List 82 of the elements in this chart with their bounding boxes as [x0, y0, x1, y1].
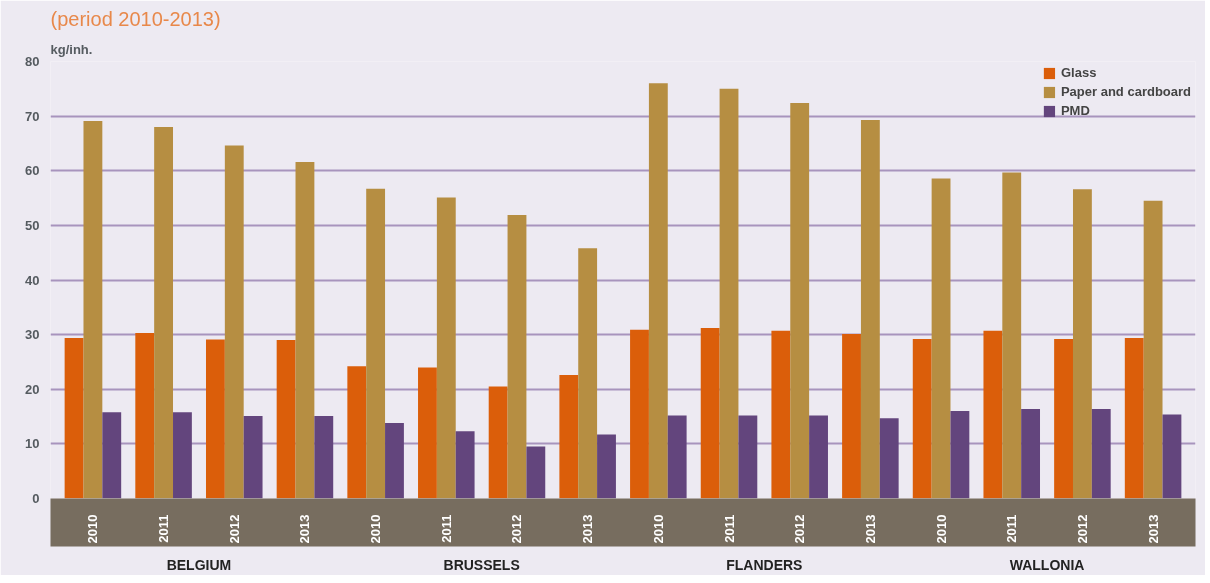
bar [1002, 172, 1022, 499]
y-tick-label: 0 [32, 491, 40, 506]
bar [559, 375, 579, 499]
x-tick-label: 2012 [1074, 514, 1090, 544]
bar [809, 415, 828, 499]
text: FLANDERS [726, 556, 803, 573]
bar [83, 121, 103, 499]
x-tick-label: 2010 [368, 514, 384, 544]
y-tick-label: 10 [25, 436, 40, 452]
bar [436, 197, 456, 499]
text: BELGIUM [166, 556, 232, 573]
bar [1124, 337, 1144, 499]
bar [719, 88, 739, 499]
bar [983, 330, 1003, 499]
y-tick-label: 20 [25, 381, 40, 397]
bar [700, 328, 720, 499]
x-tick-label: 2013 [580, 514, 596, 544]
bar [860, 119, 880, 499]
x-tick-label: 2010 [650, 514, 666, 544]
bar [243, 416, 263, 499]
x-tick-label: 2011 [721, 514, 737, 543]
bar [1054, 338, 1073, 499]
x-tick-label: 2013 [862, 514, 878, 544]
x-tick-label: 2013 [297, 514, 313, 544]
bar [771, 330, 791, 499]
bar [135, 332, 155, 499]
bar [173, 412, 192, 499]
bar [418, 367, 437, 499]
bar [578, 248, 598, 499]
bar [102, 412, 122, 499]
legend-label: Glass [1060, 65, 1097, 80]
bar [64, 337, 84, 499]
x-tick-label: 2011 [1004, 514, 1020, 543]
y-tick-label: 30 [25, 327, 40, 343]
x-tick-label: 2011 [156, 514, 172, 543]
bar [276, 340, 296, 499]
y-tick-label: 80 [25, 54, 40, 69]
bar [224, 145, 244, 499]
bar [597, 434, 616, 499]
x-tick-label: 2013 [1145, 514, 1161, 544]
bar [667, 415, 687, 499]
bar [912, 338, 932, 499]
x-tick-label: 2010 [85, 514, 101, 544]
bar [154, 127, 174, 499]
y-tick-label: 40 [25, 272, 40, 288]
bar [1072, 189, 1092, 499]
x-tick-label: 2010 [933, 514, 949, 544]
bar [630, 329, 649, 499]
text: BRUSSELS [443, 556, 520, 573]
bar [931, 178, 951, 499]
bar [790, 103, 810, 499]
bar [950, 411, 970, 499]
y-tick-label: 50 [25, 217, 40, 233]
legend-label: Paper and cardboard [1060, 84, 1191, 99]
bar [507, 215, 527, 499]
x-tick-label: 2012 [509, 514, 525, 544]
bar [879, 418, 899, 499]
bar [205, 339, 225, 499]
bar [347, 366, 367, 499]
bar [455, 431, 475, 499]
bar [488, 386, 508, 499]
bar [295, 162, 315, 499]
bar [526, 446, 546, 499]
bar [314, 416, 334, 499]
bar [385, 423, 404, 499]
bar [648, 83, 668, 499]
bar [1162, 414, 1182, 499]
bar [738, 415, 758, 499]
y-axis-title: kg/inh. [50, 41, 93, 57]
x-tick-label: 2012 [792, 514, 808, 544]
x-tick-label: 2011 [438, 514, 454, 543]
bar [1021, 408, 1041, 499]
text: WALLONIA [1009, 556, 1085, 573]
bar [1091, 408, 1111, 499]
legend-label: PMD [1060, 103, 1090, 118]
y-tick-label: 60 [25, 163, 40, 179]
x-tick-label: 2012 [226, 514, 242, 544]
bar [1143, 200, 1163, 499]
bar [366, 188, 386, 499]
bar [842, 334, 861, 499]
chart-title: (period 2010-2013) [50, 7, 221, 30]
y-tick-label: 70 [25, 108, 40, 124]
